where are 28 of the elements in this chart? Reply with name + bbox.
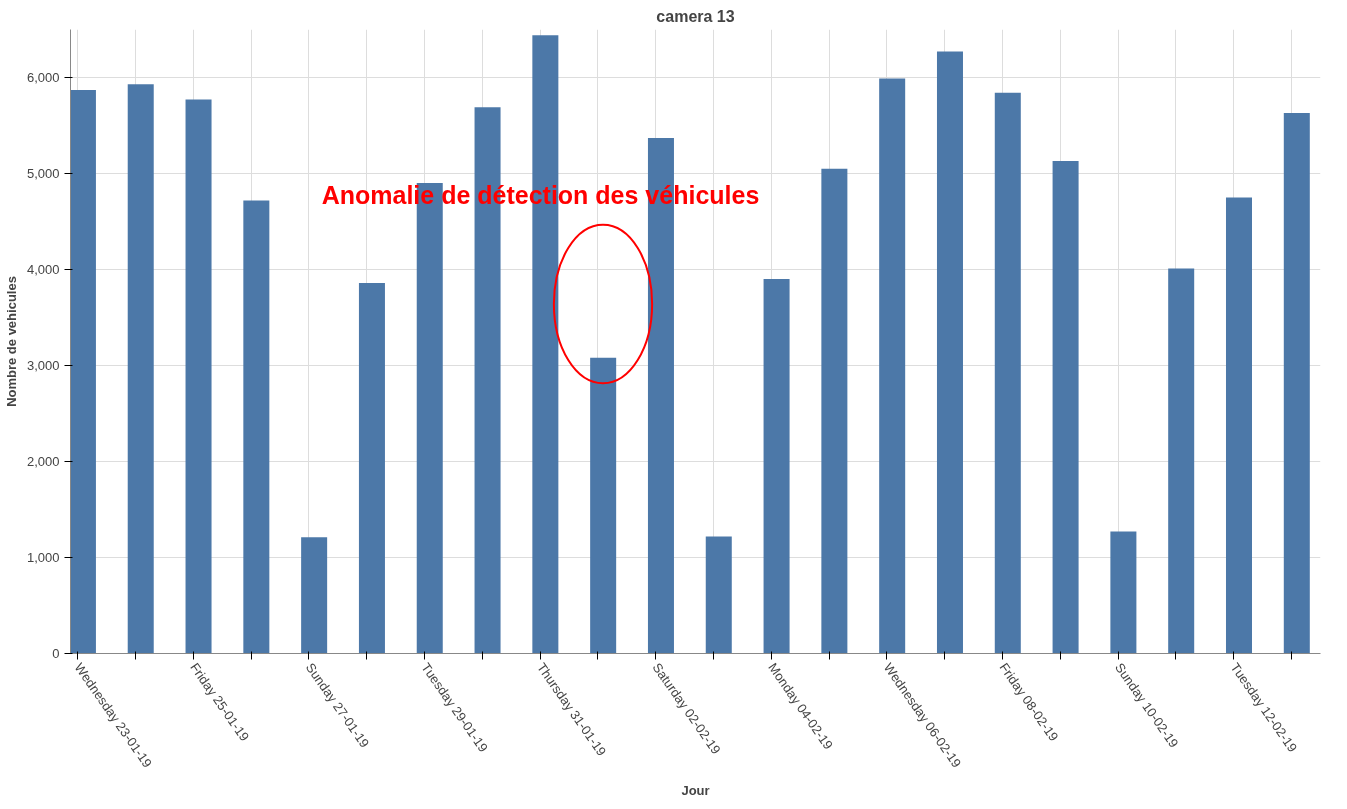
x-axis-title: Jour xyxy=(681,782,710,798)
y-tick-label: 2,000 xyxy=(26,454,60,469)
y-tick-label: 1,000 xyxy=(26,550,60,565)
y-tick-label: 4,000 xyxy=(26,262,60,277)
y-tick-label: 3,000 xyxy=(26,358,60,373)
bar xyxy=(243,200,270,654)
y-axis-title: Nombre de vehicules xyxy=(3,276,19,407)
y-tick-label: 0 xyxy=(52,646,60,661)
bar xyxy=(358,282,385,654)
y-tick-label: 6,000 xyxy=(26,70,60,85)
y-tick-label: 5,000 xyxy=(26,166,60,181)
bar xyxy=(763,279,790,654)
bar xyxy=(936,51,963,654)
bar xyxy=(590,357,617,654)
bar xyxy=(1283,113,1310,654)
bar xyxy=(1168,268,1195,654)
bar xyxy=(70,89,96,654)
bar xyxy=(1052,161,1079,654)
chart-title: camera 13 xyxy=(656,7,735,25)
bar xyxy=(1225,197,1252,654)
bar xyxy=(185,99,212,654)
bar xyxy=(994,92,1021,654)
bar xyxy=(821,168,848,654)
bar xyxy=(1110,531,1137,654)
bar xyxy=(705,536,732,654)
bar xyxy=(879,78,906,654)
bar xyxy=(301,537,328,654)
bar xyxy=(127,84,154,654)
